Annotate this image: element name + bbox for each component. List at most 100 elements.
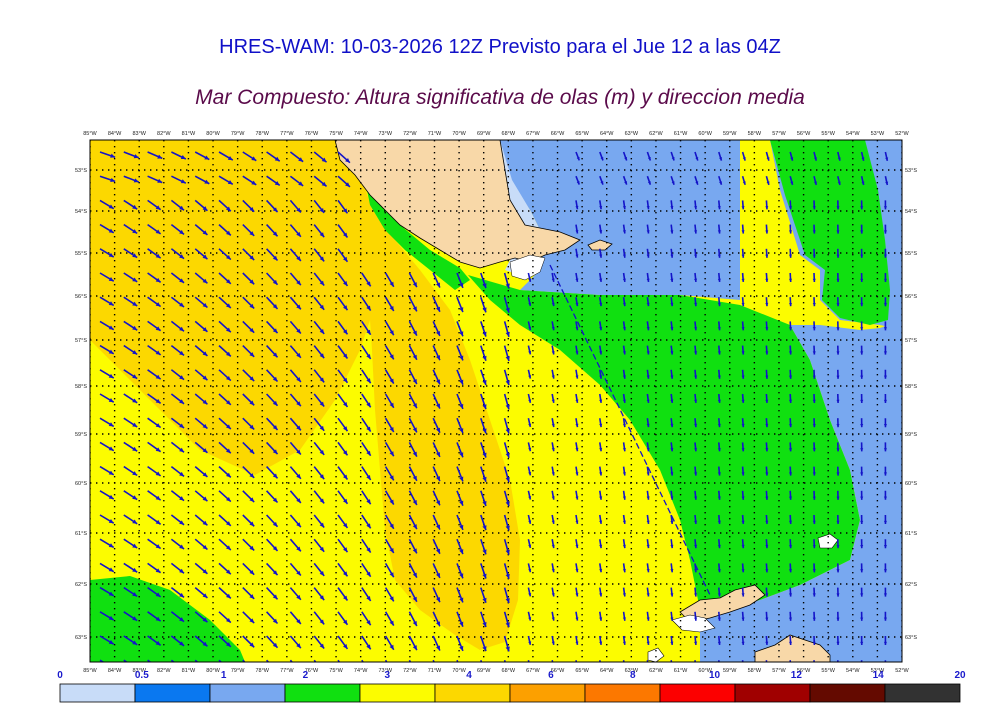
wave-arrow-head [108,543,114,548]
wave-arrow-head [741,327,745,331]
wave-arrow-head [741,351,745,355]
wave-arrow-head [860,327,864,331]
wave-arrow-head [860,375,864,379]
wave-arrow-head [227,180,233,185]
wave-arrow-head [319,522,325,528]
wave-arrow-head [343,426,348,432]
wave-arrow-head [836,278,840,282]
wave-arrow-head [482,283,487,289]
wave-arrow-head [622,375,626,379]
wave-arrow-head [296,643,301,649]
wave-arrow-head [412,282,417,288]
wave-arrow-head [272,400,278,406]
wave-arrow-head [505,331,510,337]
wave-arrow-head [459,307,464,313]
wave-arrow-head [551,278,555,282]
wave-arrow-head [670,496,674,500]
wave-arrow-head [412,378,417,384]
lat-label-right: 61°S [905,531,917,537]
wave-arrow-head [132,204,138,210]
wave-arrow-head [646,254,650,258]
wave-arrow-head [155,544,161,549]
wave-arrow-head [272,521,278,527]
wave-arrow-head [599,568,603,573]
wave-arrow-head [717,593,721,597]
wave-arrow-head [812,472,816,476]
lon-label-top: 74°W [354,131,368,137]
wave-arrow-head [551,423,555,428]
wave-arrow-head [694,230,698,234]
wave-arrow-head [459,524,464,530]
wave-arrow-head [132,277,138,282]
wave-arrow-head [482,379,487,385]
lon-label-bottom: 56°W [797,668,811,674]
wave-arrow-head [622,641,626,645]
colorbar-segment [284,683,361,703]
wave-arrow-head [389,305,394,311]
lon-label-bottom: 78°W [255,668,269,674]
wave-arrow-head [319,643,325,649]
wave-arrow-head [836,593,840,597]
wave-arrow-head [528,447,532,452]
wave-arrow-head [108,204,114,209]
wave-arrow-head [836,327,840,331]
wave-arrow-head [202,569,208,574]
wave-arrow-head [599,472,603,476]
wave-arrow-head [788,617,793,621]
lon-label-top: 55°W [821,131,835,137]
wave-arrow-head [694,496,698,500]
lon-label-top: 84°W [108,131,122,137]
wave-arrow-head [883,327,887,331]
wave-arrow-head [272,352,278,358]
lat-label-left: 62°S [75,582,87,588]
wave-arrow-head [179,302,185,308]
wave-arrow-head [366,450,371,456]
wave-arrow-head [319,329,325,334]
wave-arrow-head [599,278,603,282]
wave-arrow-head [226,569,231,575]
wave-arrow-head [741,302,745,307]
wave-arrow-head [459,573,464,579]
wave-arrow-head [179,278,185,283]
wave-arrow-head [272,642,278,648]
ice-south-shetland [671,614,716,633]
wave-arrow-head [108,567,114,572]
wave-arrow-head [528,544,532,548]
wave-arrow-head [320,668,325,673]
wave-arrow-head [883,496,887,500]
wave-band-2-3m-coast [365,180,470,290]
wave-arrow-head [622,593,626,597]
lat-label-left: 54°S [75,209,87,215]
wave-arrow-head [551,544,555,549]
wave-arrow-head [575,544,579,549]
wave-arrow-head [528,399,532,403]
wave-arrow-head [812,399,816,403]
lon-label-top: 82°W [157,131,171,137]
wave-arrow-head [389,475,394,481]
wave-arrow-head [296,304,301,310]
wave-arrow-head [272,497,278,503]
colorbar-tick-label: 20 [954,670,966,681]
wave-arrow-head [389,402,394,408]
wave-arrow-head [179,326,185,332]
wave-arrow-head [528,350,532,355]
wave-arrow-head [599,641,603,645]
wave-arrow-head [788,448,793,452]
lon-label-top: 85°W [83,131,97,137]
wave-arrow-head [389,644,394,650]
wave-arrow-head [227,155,233,161]
wave-arrow-head [765,327,769,331]
wave-arrow-head [482,428,487,434]
wave-arrow-head [226,206,231,212]
wave-arrow-head [272,328,278,334]
wave-arrow-head [646,641,650,645]
wave-arrow-head [436,548,440,554]
wave-arrow-head [599,399,603,403]
wave-arrow-head [482,500,487,506]
wave-arrow-head [575,423,579,428]
wave-arrow-head [575,302,579,307]
wave-arrow-head [202,278,208,284]
wave-arrow-head [622,278,626,282]
wave-arrow-head [741,641,745,645]
